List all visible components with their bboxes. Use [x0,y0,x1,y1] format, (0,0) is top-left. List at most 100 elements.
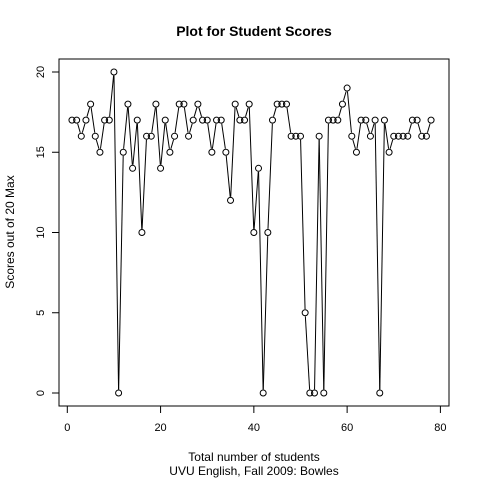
data-point [68,116,76,124]
data-point [264,229,272,236]
series-line-segment [160,123,166,165]
data-point [427,116,435,124]
y-tick-label: 0 [35,390,47,396]
data-point [96,148,104,156]
data-point [418,132,426,140]
series-line-segment [346,91,352,133]
series-line-segment [230,107,236,197]
chart-title: Plot for Student Scores [176,23,332,39]
series-line-segment [235,107,240,117]
data-point [399,132,407,140]
x-tick-label: 60 [341,422,353,434]
data-point [189,116,197,124]
series-line-segment [141,139,147,229]
series-line-segment [118,155,124,390]
series-line-segment [417,123,422,133]
data-point [185,132,193,140]
y-axis: 0 5 10 15 20 [35,66,60,396]
series-line-segment [273,107,277,117]
data-point [404,132,412,140]
data-point [366,132,374,140]
data-point [203,116,211,124]
series-line-segment [81,123,86,133]
series-line-segment [389,139,394,149]
data-point [371,116,379,124]
data-point [338,100,346,108]
series-line-segment [384,123,390,149]
series-line-segment [286,107,292,133]
series-line-segment [189,123,193,133]
data-point [73,116,81,124]
data-point [296,132,304,140]
series-line-segment [198,107,203,117]
data-point [231,100,239,108]
series-line-segment [300,139,306,310]
series-line-segment [356,123,362,149]
y-tick-label: 10 [35,226,47,238]
data-point [133,116,141,124]
data-point [362,116,370,124]
series-line-segment [248,107,255,229]
x-axis-label: Total number of students [188,450,319,464]
series-line-segment [426,123,431,133]
series-line-segment [99,123,105,149]
data-point [91,132,99,140]
series-line-segment [253,171,259,229]
series-line-segment [151,107,156,133]
data-point [129,164,137,172]
data-point [273,100,281,108]
data-point [259,389,267,397]
data-point [110,68,118,76]
data-point [380,116,388,124]
data-point [334,116,342,124]
data-point [315,132,323,140]
series-line-segment [170,139,175,149]
series-line-segment [370,123,375,133]
series-line-segment [123,107,129,149]
series-line-segment [90,107,96,133]
data-point [282,100,290,108]
series-line-segment [95,139,100,149]
data-point [115,389,123,397]
data-point [376,389,384,397]
data-point [385,148,393,156]
data-point [422,132,430,140]
data-point [241,116,249,124]
data-point [306,389,314,397]
data-point [213,116,221,124]
x-tick-label: 20 [154,422,166,434]
data-point [157,164,165,172]
series-line-segment [165,123,170,149]
series-line-segment [109,75,115,117]
series-line-segment [183,107,189,133]
data-point [227,196,235,204]
data-point [217,116,225,124]
series-line-segment [338,107,342,117]
data-point [352,148,360,156]
series-line-segment [318,139,325,390]
y-tick-label: 15 [35,146,47,158]
data-point [143,132,151,140]
series-line-segment [352,139,356,149]
data-point [222,148,230,156]
series-line-segment [342,91,347,101]
series-line-segment [207,123,212,149]
series-line-segment [86,107,91,117]
series-line-segment [155,107,161,165]
data-point [171,132,179,140]
series-line-segment [262,236,269,390]
series-line-segment [379,123,385,390]
series-line-segment [136,123,143,229]
series-line-segment [127,107,133,165]
data-point [324,116,332,124]
data-point [175,100,183,108]
y-tick-label: 20 [35,66,47,78]
data-point [194,100,202,108]
data-point [408,116,416,124]
data-point [301,309,309,317]
data-point [152,100,160,108]
data-point [292,132,300,140]
series-line-segment [174,107,180,133]
series-line-segment [221,123,226,149]
